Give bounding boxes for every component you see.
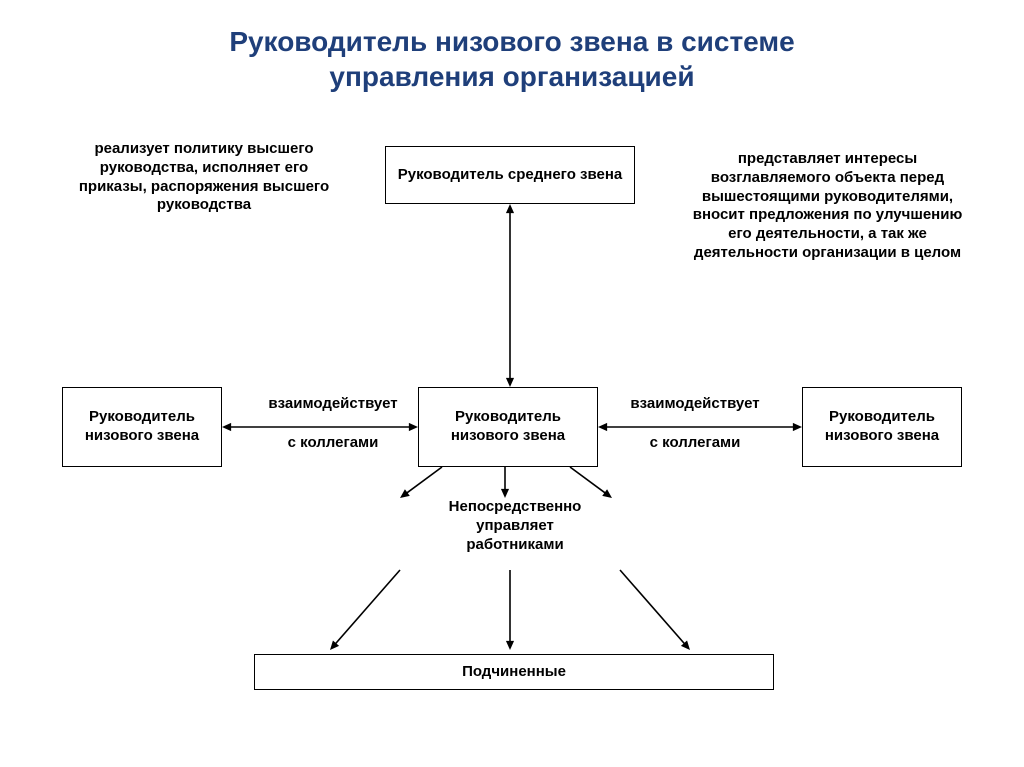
label-interact-left-2: с коллегами [258,434,408,453]
arrows-layer [0,0,1024,767]
page-title: Руководитель низового звена в системе упр… [0,24,1024,94]
node-mid-manager: Руководитель среднего звена [385,146,635,204]
label-interact-left-1: взаимодействует [258,395,408,414]
title-line-2: управления организацией [329,61,694,92]
title-line-1: Руководитель низового звена в системе [229,26,794,57]
label-interact-right-2: с коллегами [620,434,770,453]
label-interact-right-1: взаимодействует [620,395,770,414]
node-low-manager-left: Руководитель низового звена [62,387,222,467]
node-subordinates: Подчиненные [254,654,774,690]
diagram-canvas: { "layout": { "width": 1024, "height": 7… [0,0,1024,767]
node-low-manager-right: Руководитель низового звена [802,387,962,467]
label-manages: Непосредственно управляет работниками [430,498,600,554]
note-top-left: реализует политику высшего руководства, … [74,140,334,215]
node-low-manager: Руководитель низового звена [418,387,598,467]
note-top-right: представляет интересы возглавляемого объ… [690,150,965,263]
